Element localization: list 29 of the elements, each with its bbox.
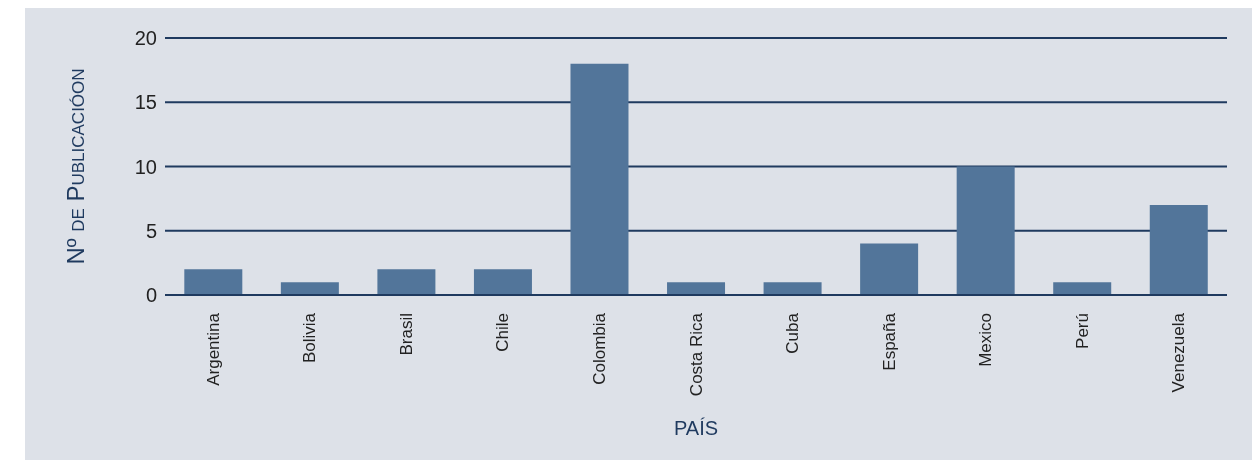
- bar: [570, 63, 629, 295]
- bar: [763, 282, 822, 295]
- y-tick-label: 20: [134, 27, 157, 50]
- x-axis-title: PAÍS: [673, 417, 719, 439]
- y-axis-title: Nº de Publicacióon: [61, 68, 89, 265]
- y-tick-label: 5: [145, 219, 157, 242]
- bar: [1053, 282, 1112, 295]
- bar: [377, 269, 436, 295]
- bar: [473, 269, 532, 295]
- x-tick-label: Colombia: [589, 312, 609, 385]
- y-tick-label: 10: [134, 155, 157, 178]
- y-tick-label: 15: [134, 91, 157, 114]
- x-tick-label: Costa Rica: [686, 312, 706, 397]
- x-tick-label: Chile: [493, 313, 513, 352]
- x-tick-label: España: [879, 312, 899, 371]
- bar: [280, 282, 339, 295]
- bar: [956, 166, 1015, 295]
- bar: [184, 269, 243, 295]
- x-tick-label: Perú: [1072, 313, 1092, 349]
- x-tick-label: Mexico: [976, 313, 996, 367]
- y-tick-label: 0: [145, 284, 157, 307]
- x-tick-label: Brasil: [396, 313, 416, 356]
- bar: [667, 282, 726, 295]
- bar: [1149, 205, 1208, 295]
- x-tick-label: Venezuela: [1169, 312, 1189, 393]
- x-tick-label: Argentina: [203, 312, 223, 386]
- x-tick-label: Bolivia: [300, 312, 320, 364]
- bar: [860, 243, 919, 295]
- x-tick-label: Cuba: [783, 312, 803, 354]
